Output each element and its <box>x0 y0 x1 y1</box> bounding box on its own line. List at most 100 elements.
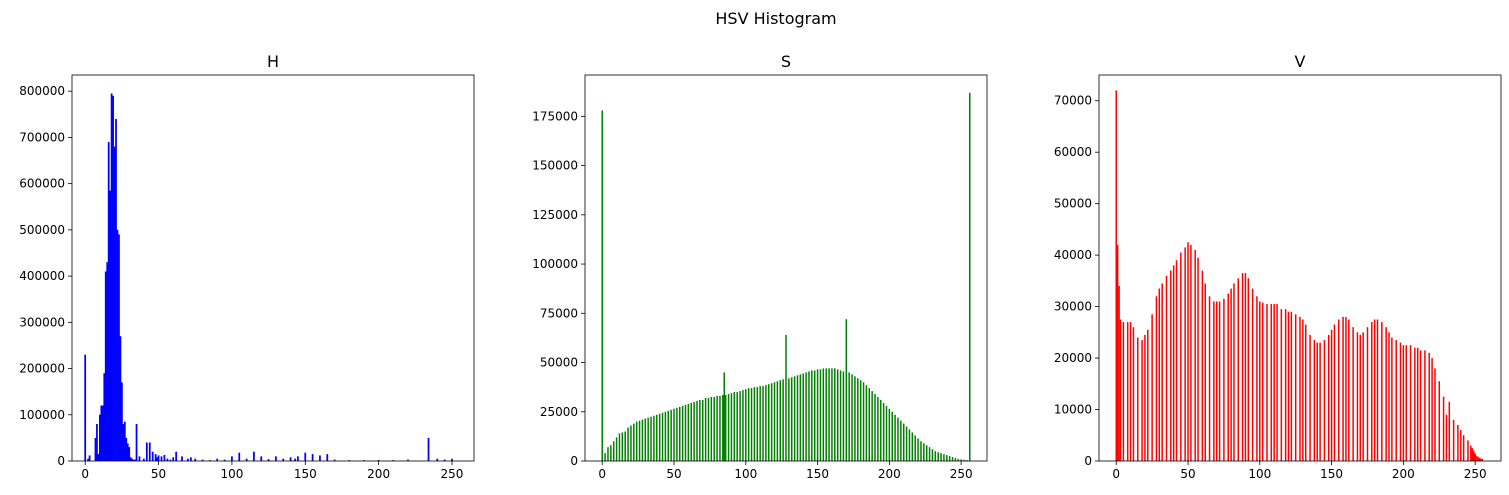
v-bar <box>1132 327 1135 461</box>
s-bar <box>905 426 908 461</box>
v-bar <box>1323 340 1326 461</box>
v-x-tick-label: 0 <box>1112 467 1120 481</box>
s-bar <box>730 393 733 461</box>
v-bar <box>1428 352 1430 461</box>
v-bar <box>1165 275 1168 461</box>
v-bar <box>1197 257 1199 461</box>
v-bar <box>1261 302 1264 461</box>
h-bar <box>116 229 119 461</box>
s-bar <box>750 388 753 461</box>
s-bar <box>897 417 899 461</box>
s-bar <box>604 453 606 461</box>
s-bar <box>765 385 767 461</box>
h-bar <box>289 457 292 461</box>
s-bar <box>704 397 707 461</box>
s-bar <box>874 394 876 461</box>
h-bar <box>126 443 129 461</box>
v-bar <box>1330 329 1333 461</box>
s-bar <box>664 411 667 461</box>
s-bar <box>842 371 845 461</box>
h-bar <box>157 455 160 461</box>
h-bar <box>166 458 169 461</box>
s-bar <box>727 394 730 461</box>
s-bar <box>719 396 721 461</box>
s-bar <box>788 378 790 461</box>
v-bar <box>1118 286 1120 461</box>
v-bar <box>1467 440 1469 461</box>
h-bar <box>104 271 107 461</box>
h-bar <box>135 424 138 461</box>
s-bar <box>693 401 695 461</box>
h-bar <box>160 456 163 461</box>
s-bar <box>753 387 756 461</box>
s-bar <box>716 396 718 461</box>
s-bar <box>917 438 919 461</box>
s-bar <box>607 447 609 461</box>
h-bar <box>99 414 101 461</box>
s-bar <box>615 437 618 461</box>
h-bar <box>87 458 90 461</box>
s-bar <box>848 372 850 461</box>
s-bar <box>785 334 787 461</box>
v-bar <box>1352 327 1354 461</box>
v-axes-frame <box>1098 74 1502 462</box>
h-bar <box>223 459 226 461</box>
s-bar <box>690 402 692 461</box>
h-bar <box>311 454 314 461</box>
s-bar <box>747 388 750 461</box>
v-bar <box>1299 316 1301 461</box>
h-bar <box>245 458 248 461</box>
v-x-tick-label: 200 <box>1392 467 1415 481</box>
s-bar <box>644 418 647 461</box>
h-bar <box>131 458 134 461</box>
v-bar <box>1251 288 1254 461</box>
h-axes-frame <box>71 74 475 462</box>
v-bar <box>1233 283 1235 461</box>
s-bar <box>839 370 842 461</box>
h-bar <box>297 456 299 461</box>
v-y-tick-label: 60000 <box>1054 145 1092 159</box>
h-bar <box>88 455 91 461</box>
s-bar <box>707 397 710 461</box>
v-bar <box>1302 319 1304 461</box>
s-bar <box>831 368 833 461</box>
v-bar <box>1237 278 1240 461</box>
h-bar <box>122 424 125 461</box>
h-bar <box>319 455 321 461</box>
v-bar <box>1438 381 1441 461</box>
v-bar <box>1319 342 1321 461</box>
v-bar <box>1475 455 1478 461</box>
s-bar <box>920 441 922 461</box>
s-bar <box>951 457 954 461</box>
h-bar <box>134 459 136 461</box>
v-bar <box>1126 322 1129 461</box>
s-bar <box>779 380 782 461</box>
s-bar <box>790 377 793 461</box>
h-bar <box>107 142 110 461</box>
v-x-tick-label: 150 <box>1320 467 1343 481</box>
v-bar <box>1201 270 1204 461</box>
v-bar <box>1227 293 1229 461</box>
h-bar <box>84 354 87 461</box>
s-bar <box>931 449 934 461</box>
h-bar <box>172 457 175 461</box>
s-bar <box>799 374 802 461</box>
h-bar <box>145 442 148 461</box>
h-bar <box>109 190 112 461</box>
v-bar <box>1472 450 1475 461</box>
v-bar <box>1366 327 1369 461</box>
v-bar <box>1356 332 1359 461</box>
v-bar <box>1391 337 1393 461</box>
h-y-tick-label: 700000 <box>19 130 65 144</box>
h-bar <box>326 454 329 461</box>
h-bar <box>154 454 157 461</box>
figure-title: HSV Histogram <box>715 9 836 28</box>
s-y-tick-label: 100000 <box>532 257 578 271</box>
s-bar <box>802 373 804 461</box>
h-bar <box>94 437 97 461</box>
s-bar <box>894 414 896 461</box>
h-bar <box>451 458 453 461</box>
v-x-tick-label: 250 <box>1464 467 1487 481</box>
s-bar <box>679 406 681 461</box>
